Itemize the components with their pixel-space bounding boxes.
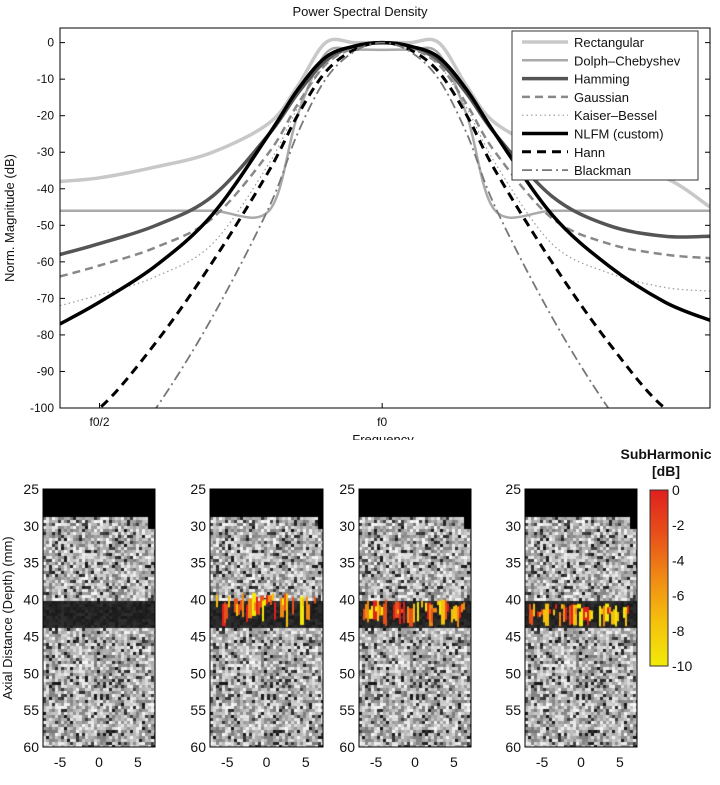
y-tick-label: 35 <box>505 555 521 571</box>
psd-chart: Power Spectral Density Frequency Norm. Mag… <box>2 4 711 440</box>
y-tick-label: 30 <box>190 518 206 534</box>
y-tick-label: 45 <box>505 628 521 644</box>
y-tick-label: 25 <box>23 481 39 497</box>
y-tick-label: -30 <box>37 145 55 159</box>
legend-label-7: Blackman <box>574 163 631 178</box>
y-tick-label: 60 <box>23 739 39 755</box>
x-tick-label: 5 <box>302 754 310 770</box>
colorbar-title: SubHarmonic <box>620 446 711 462</box>
y-tick-label: 40 <box>190 592 206 608</box>
ultrasound-image-3 <box>359 489 471 747</box>
y-tick-label: -70 <box>37 291 55 305</box>
y-tick-label: 30 <box>505 518 521 534</box>
x-tick-label: 5 <box>134 754 142 770</box>
y-tick-label: 50 <box>339 665 355 681</box>
y-tick-label: 60 <box>339 739 355 755</box>
y-tick-label: 25 <box>339 481 355 497</box>
y-tick-label: 55 <box>339 702 355 718</box>
colorbar-unit: [dB] <box>652 463 680 479</box>
colorbar-tick-label: 0 <box>672 482 680 498</box>
colorbar-tick-label: -8 <box>672 623 685 639</box>
y-tick-label: 35 <box>23 555 39 571</box>
y-tick-label: 25 <box>505 481 521 497</box>
y-tick-label: 30 <box>339 518 355 534</box>
ultrasound-image-1 <box>43 489 155 747</box>
colorbar-tick-label: -10 <box>672 658 692 674</box>
legend-label-4: Kaiser–Bessel <box>574 108 657 123</box>
y-tick-label: -50 <box>37 218 55 232</box>
y-tick-label: -60 <box>37 255 55 269</box>
y-tick-label: 35 <box>339 555 355 571</box>
plot-frame <box>59 27 711 409</box>
x-tick-label: 5 <box>616 754 624 770</box>
x-tick-label: -5 <box>536 754 549 770</box>
y-tick-label: -100 <box>30 401 54 415</box>
x-tick-label: 0 <box>411 754 419 770</box>
x-tick-label: 0 <box>577 754 585 770</box>
series-line-1 <box>60 46 710 219</box>
series-line-4 <box>60 42 710 307</box>
x-tick-label: 0 <box>95 754 103 770</box>
colorbar <box>649 489 669 667</box>
ultrasound-image-4 <box>525 489 637 747</box>
x-axis-label: Frequency <box>352 432 414 440</box>
chart-title: Power Spectral Density <box>292 4 428 19</box>
y-tick-label: 25 <box>190 481 206 497</box>
x-tick-label: -5 <box>54 754 67 770</box>
y-tick-label: -10 <box>37 72 55 86</box>
y-tick-label: 60 <box>505 739 521 755</box>
y-tick-label: 55 <box>23 702 39 718</box>
y-tick-label: -90 <box>37 364 55 378</box>
legend-label-0: Rectangular <box>574 35 645 50</box>
y-tick-label: 45 <box>23 628 39 644</box>
y-axis-label: Axial Distance (Depth) (mm) <box>0 536 15 699</box>
y-tick-label: 50 <box>23 665 39 681</box>
y-tick-label: 50 <box>190 665 206 681</box>
y-tick-label: -20 <box>37 109 55 123</box>
legend-label-2: Hamming <box>574 72 630 87</box>
x-tick-label: f0 <box>377 415 387 429</box>
y-tick-label: 45 <box>190 628 206 644</box>
y-tick-label: 55 <box>505 702 521 718</box>
y-tick-label: 40 <box>23 592 39 608</box>
legend-label-3: Gaussian <box>574 90 629 105</box>
y-tick-label: -80 <box>37 328 55 342</box>
x-tick-label: 5 <box>450 754 458 770</box>
x-tick-label: -5 <box>221 754 234 770</box>
y-tick-label: 30 <box>23 518 39 534</box>
x-tick-label: 0 <box>263 754 271 770</box>
y-tick-label: 40 <box>339 592 355 608</box>
y-tick-label: 35 <box>190 555 206 571</box>
x-tick-label: -5 <box>370 754 383 770</box>
y-tick-label: 60 <box>190 739 206 755</box>
y-tick-label: 55 <box>190 702 206 718</box>
x-tick-label: f0/2 <box>90 415 110 429</box>
y-tick-label: 0 <box>47 36 54 50</box>
y-tick-label: 40 <box>505 592 521 608</box>
y-tick-label: -40 <box>37 182 55 196</box>
y-tick-label: 45 <box>339 628 355 644</box>
series-line-7 <box>154 41 610 408</box>
y-tick-label: 50 <box>505 665 521 681</box>
y-axis-label: Norm. Magnitude (dB) <box>2 154 17 282</box>
legend-label-6: Hann <box>574 145 605 160</box>
legend-label-1: Dolph–Chebyshev <box>574 53 681 68</box>
colorbar-tick-label: -6 <box>672 588 685 604</box>
legend-label-5: NLFM (custom) <box>574 127 664 142</box>
colorbar-tick-label: -4 <box>672 552 685 568</box>
ultrasound-image-2 <box>210 489 323 747</box>
colorbar-tick-label: -2 <box>672 517 685 533</box>
legend: Rectangular Dolph–Chebyshev Hamming Gaussia… <box>511 30 699 181</box>
legend-box <box>511 30 699 181</box>
